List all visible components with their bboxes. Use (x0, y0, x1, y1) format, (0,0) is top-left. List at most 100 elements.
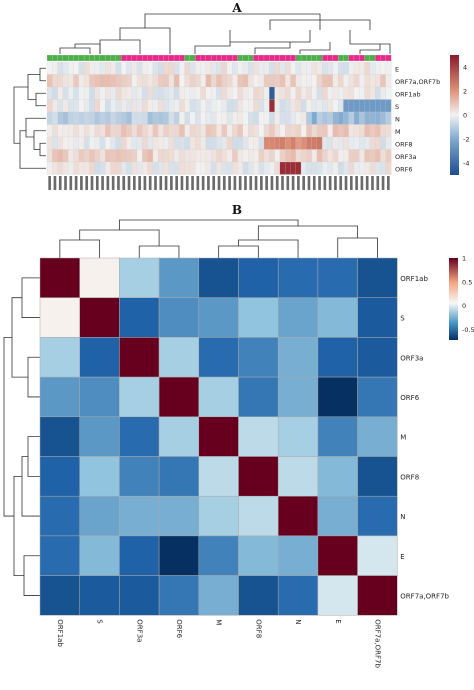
heatmap-a-cell (110, 74, 117, 88)
heatmap-a-cell (46, 136, 53, 150)
heatmap-a-cell (306, 86, 313, 100)
heatmap-a-cell (210, 136, 217, 150)
heatmap-a-column-dendrogram-branch-6 (349, 30, 391, 54)
heatmap-a-cell (120, 161, 127, 175)
heatmap-b-cell (119, 575, 160, 616)
heatmap-a-column-label (265, 176, 268, 190)
heatmap-b-cell (119, 535, 160, 576)
heatmap-a-colorbar-tick: 4 (463, 64, 467, 72)
heatmap-a-cell (343, 86, 350, 100)
heatmap-a-column-label (164, 176, 168, 190)
heatmap-a-column-dendrogram-branch-3 (144, 13, 321, 30)
heatmap-a-annotation-cell (348, 54, 355, 62)
heatmap-a-cell (142, 111, 148, 125)
heatmap-a-cell (332, 111, 339, 125)
panel-a-label: A (231, 1, 242, 15)
heatmap-a-cell (332, 99, 339, 113)
heatmap-a-cell (173, 86, 180, 100)
heatmap-a-cell (46, 86, 53, 100)
heatmap-b-row-label: ORF8 (400, 473, 419, 481)
heatmap-a-cell (322, 74, 328, 88)
heatmap-a-cell (274, 99, 281, 113)
heatmap-a-cell (237, 74, 244, 88)
heatmap-a-cell (99, 74, 106, 88)
panel-b-label: B (232, 203, 242, 217)
heatmap-a-cell (221, 149, 228, 163)
heatmap-a-cell (337, 99, 344, 113)
heatmap-a-cell (300, 111, 307, 125)
heatmap-a-cell (226, 99, 233, 113)
heatmap-b-cell (317, 495, 358, 537)
heatmap-a-cell (337, 149, 344, 163)
heatmap-a-cell (62, 74, 69, 88)
heatmap-a-cell (200, 149, 207, 163)
heatmap-a-cell (158, 86, 164, 100)
heatmap-a-cell (115, 161, 122, 175)
heatmap-a-row-dendrogram-branch-4 (39, 142, 46, 157)
heatmap-a-cell (337, 61, 344, 75)
heatmap-a-cell (295, 124, 302, 138)
heatmap-a-cell (131, 111, 138, 125)
heatmap-a-cell (269, 161, 275, 175)
heatmap-b-cell (357, 575, 398, 616)
heatmap-a-cell (385, 86, 392, 100)
heatmap-a-cell (89, 111, 96, 125)
heatmap-a-cell (78, 124, 85, 138)
heatmap-b-column-dendrogram-branch-4 (218, 245, 259, 258)
heatmap-a-cell (306, 74, 313, 88)
heatmap-a-annotation-cell (248, 54, 254, 62)
heatmap-a-cell (189, 74, 196, 88)
heatmap-a-cell (200, 74, 207, 88)
heatmap-a-cell (152, 86, 159, 100)
heatmap-b-cell (119, 376, 160, 418)
heatmap-a-cell (226, 136, 233, 150)
heatmap-a-cell (348, 149, 355, 163)
heatmap-a-cell (375, 149, 381, 163)
heatmap-a-annotation-cell (232, 54, 238, 62)
heatmap-a-cell (348, 86, 355, 100)
heatmap-a-cell (205, 61, 212, 75)
heatmap-b-cell (79, 416, 120, 457)
heatmap-a-cell (258, 124, 265, 138)
heatmap-a-column-label (222, 176, 226, 190)
heatmap-a-cell (105, 124, 111, 138)
heatmap-a-cell (369, 111, 376, 125)
heatmap-a-cell (359, 161, 365, 175)
heatmap-a-cell (163, 124, 170, 138)
heatmap-a-cell (337, 111, 344, 125)
heatmap-a-cell (269, 111, 275, 125)
heatmap-b-cell (277, 495, 319, 537)
heatmap-a-cell (327, 124, 334, 138)
heatmap-a-cell (263, 124, 270, 138)
heatmap-a-column-label (90, 176, 94, 190)
heatmap-a-cell (179, 74, 185, 88)
heatmap-a-cell (353, 86, 360, 100)
heatmap-a-cell (232, 136, 238, 150)
heatmap-b-cell (357, 416, 398, 457)
heatmap-a-cell (83, 111, 90, 125)
heatmap-a-cell (290, 86, 297, 100)
heatmap-b-row-label: ORF1ab (400, 275, 428, 283)
heatmap-b-cell (198, 376, 239, 418)
heatmap-a-cell (152, 74, 159, 88)
heatmap-b-row-label: ORF7a,ORF7b (400, 592, 449, 600)
heatmap-a-cell (232, 124, 238, 138)
heatmap-a-column-label (53, 176, 57, 190)
heatmap-a-cell (253, 149, 260, 163)
heatmap-b: ORF1ab S ORF3a ORF6 M ORF8 N E ORF7a,ORF7b ORF1a… (3, 219, 474, 669)
heatmap-a-column-label (122, 176, 126, 190)
heatmap-b-cell (357, 257, 398, 298)
heatmap-a-cell (364, 161, 371, 175)
heatmap-b-row-dendrogram (3, 277, 40, 596)
heatmap-a-cell (200, 136, 207, 150)
heatmap-b-column-dendrogram-branch-1 (59, 239, 100, 258)
heatmap-a-cell (332, 74, 339, 88)
heatmap-a-annotation-cell (279, 54, 286, 62)
heatmap-a-cell (253, 124, 260, 138)
heatmap-a-cell (316, 99, 323, 113)
heatmap-a-annotation-cell (269, 54, 275, 62)
heatmap-a-cell (316, 111, 323, 125)
heatmap-a-column-dendrogram-branch-10 (254, 42, 291, 54)
heatmap-a-cell (369, 74, 376, 88)
heatmap-a-cell (142, 61, 148, 75)
